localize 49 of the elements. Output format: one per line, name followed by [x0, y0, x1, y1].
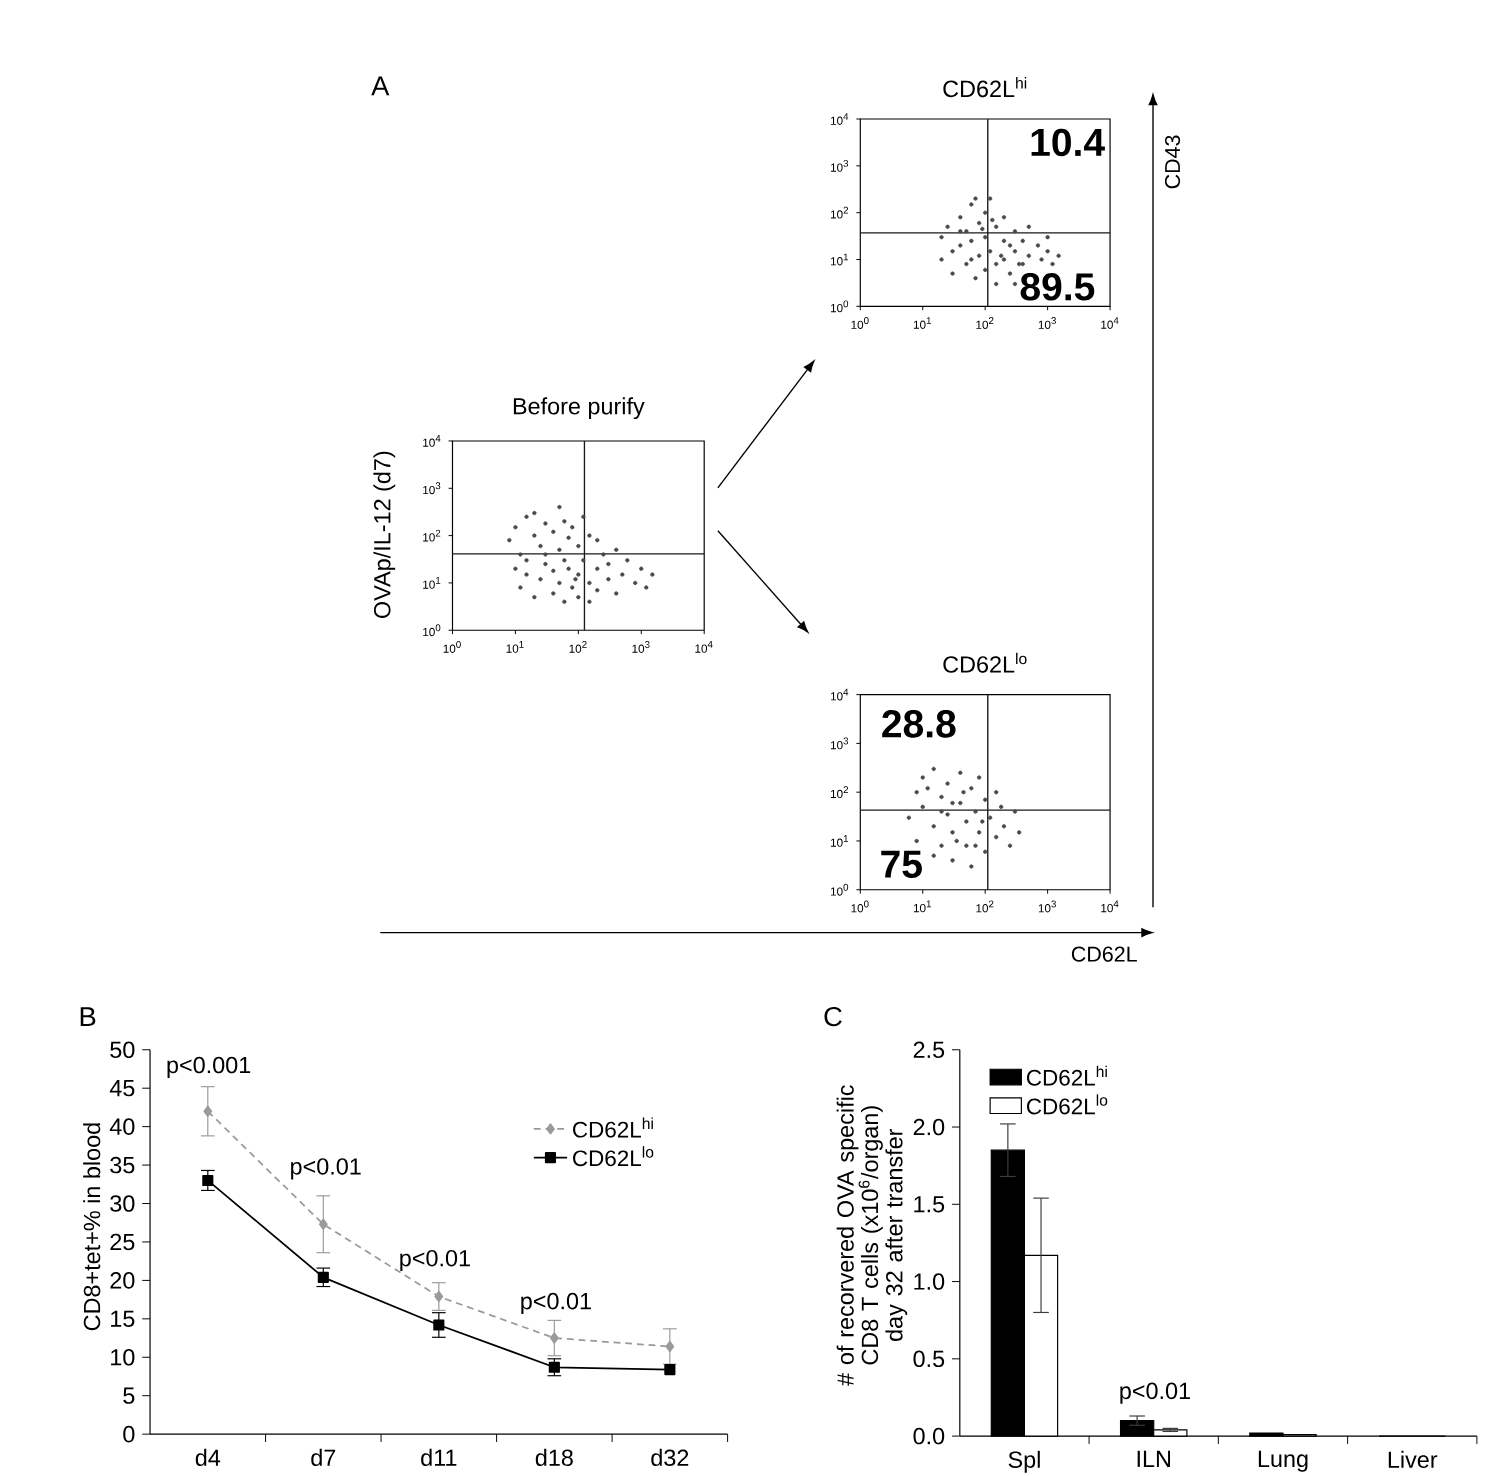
y-tick-label: 45	[109, 1080, 135, 1097]
y-tick-label: 20	[110, 1272, 135, 1290]
y-tick-label: 0.0	[913, 1428, 945, 1445]
x-tick-label: d18	[535, 1449, 573, 1467]
x-tick-label: Lung	[1258, 1451, 1308, 1473]
legend-label: CD62L$^{lo}$	[573, 1146, 654, 1167]
chart-title: CD62L$^{hi}$	[943, 77, 1027, 98]
text: A	[371, 76, 390, 96]
y-tick-label: 50	[110, 1041, 135, 1059]
y-tick-label: 0.5	[913, 1350, 945, 1368]
text: CD43	[1164, 135, 1181, 189]
y-tick-label: 30	[110, 1195, 135, 1213]
y-tick-label: 25	[110, 1234, 135, 1251]
y-tick-label: 15	[111, 1311, 135, 1328]
x-tick-label: d11	[421, 1449, 457, 1467]
text: B	[80, 1007, 96, 1027]
annotation: 75	[881, 851, 922, 879]
y-tick-label: 35	[110, 1157, 135, 1174]
x-tick-label: Spl	[1008, 1451, 1040, 1474]
annotation: p<0.001	[167, 1057, 251, 1079]
y-tick-label: 1.5	[914, 1196, 945, 1213]
y-tick-label: 40	[109, 1118, 135, 1136]
annotation: p<0.01	[1120, 1383, 1190, 1405]
x-tick-label: d4	[195, 1449, 221, 1467]
text: C	[824, 1007, 842, 1027]
y-axis-title: CD8+tet+% in blood	[83, 1123, 101, 1331]
x-tick-label: d7	[311, 1449, 336, 1467]
x-tick-label: d32	[651, 1449, 689, 1467]
chart-title: Before purify	[513, 397, 645, 420]
annotation: 10.4	[1031, 129, 1105, 157]
x-tick-label: ILN	[1137, 1451, 1171, 1468]
legend-label: CD62L$^{hi}$	[1026, 1066, 1107, 1087]
annotation: p<0.01	[291, 1158, 361, 1180]
text: CD62L	[1071, 947, 1137, 963]
annotation: p<0.01	[400, 1250, 470, 1272]
annotation: 89.5	[1020, 273, 1095, 302]
y-tick-label: 1.0	[914, 1273, 945, 1291]
y-tick-label: 2.5	[913, 1041, 945, 1059]
annotation: 28.8	[882, 710, 956, 739]
annotation: p<0.01	[521, 1293, 591, 1315]
y-tick-label: 0	[123, 1426, 135, 1443]
y-tick-label: 5	[123, 1387, 135, 1405]
x-tick-label: Liver	[1388, 1451, 1438, 1469]
chart-title: CD62L$^{lo}$	[943, 653, 1027, 674]
y-tick-label: 2.0	[913, 1119, 945, 1136]
legend-label: CD62L$^{hi}$	[573, 1117, 653, 1139]
legend-label: CD62L$^{lo}$	[1026, 1094, 1108, 1115]
y-axis-title: OVAp/IL-12 (d7)	[373, 452, 396, 619]
y-tick-label: 10	[111, 1349, 135, 1366]
